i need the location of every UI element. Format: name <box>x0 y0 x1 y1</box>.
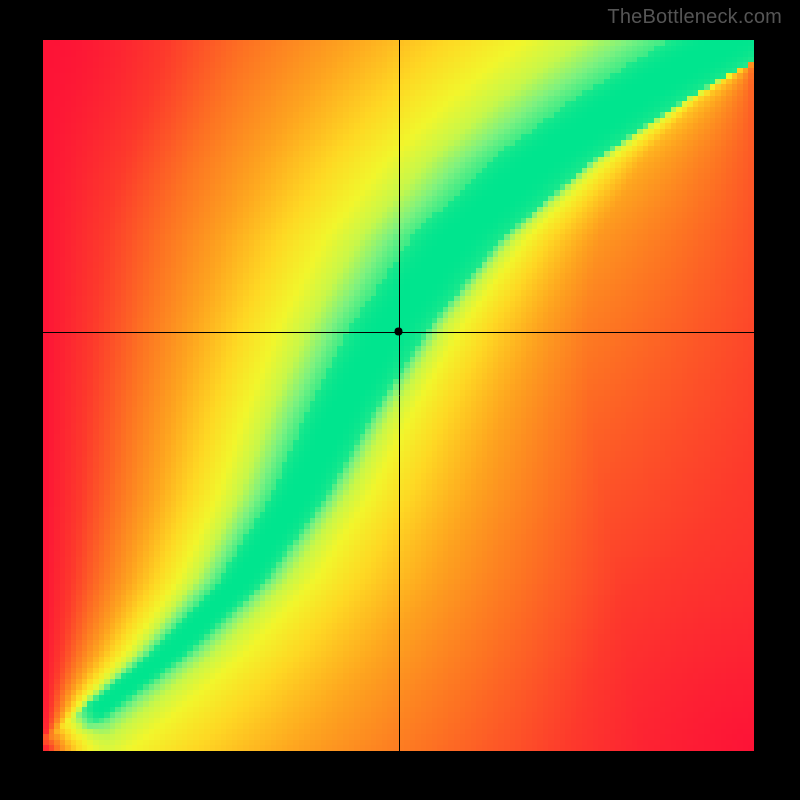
heatmap-canvas <box>43 40 754 751</box>
chart-frame: TheBottleneck.com <box>0 0 800 800</box>
watermark-text: TheBottleneck.com <box>607 6 782 29</box>
plot-area <box>43 40 754 751</box>
